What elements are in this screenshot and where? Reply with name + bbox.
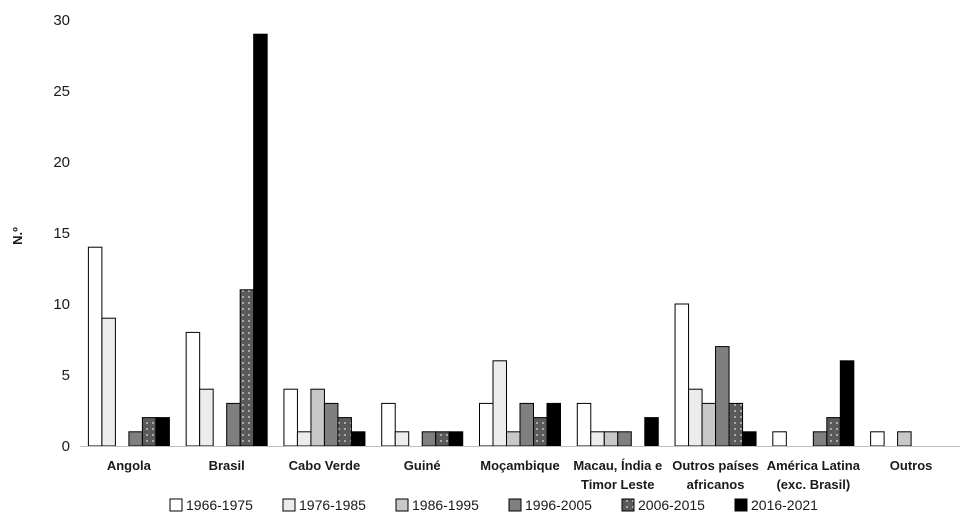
- bar-1996-2005: [226, 402, 241, 447]
- bar-1996-2005: [617, 431, 632, 447]
- legend-swatch: [282, 498, 296, 512]
- category-label: africanos: [687, 477, 745, 492]
- legend-label: 1996-2005: [525, 497, 592, 513]
- bar-1996-2005: [812, 431, 828, 447]
- y-tick-label: 10: [53, 296, 70, 313]
- bar-1996-2005: [323, 402, 339, 447]
- bar-2016-2021: [839, 360, 855, 447]
- bar-1996-2005: [715, 346, 730, 447]
- bar-1966-1975: [185, 331, 201, 447]
- legend-swatch: [734, 498, 748, 512]
- legend-label: 1986-1995: [412, 497, 479, 513]
- y-axis-title: N.º: [10, 227, 25, 245]
- y-tick-label: 0: [62, 438, 70, 455]
- bar-1986-1995: [506, 431, 521, 447]
- y-tick-label: 15: [53, 225, 70, 242]
- legend-label: 1976-1985: [299, 497, 366, 513]
- legend-label: 2006-2015: [638, 497, 705, 513]
- legend-swatch: [508, 498, 522, 512]
- y-tick-label: 25: [53, 83, 70, 100]
- bar-2006-2015: [141, 417, 157, 447]
- bar-1996-2005: [128, 431, 143, 447]
- bar-2016-2021: [350, 431, 366, 447]
- bar-2006-2015: [239, 289, 255, 447]
- bar-2016-2021: [448, 431, 464, 447]
- category-label: América Latina: [767, 458, 861, 473]
- bar-1976-1985: [492, 360, 507, 447]
- bar-1966-1975: [87, 246, 103, 447]
- legend-swatch: [395, 498, 409, 512]
- bar-1986-1995: [897, 431, 912, 447]
- bar-1976-1985: [296, 431, 312, 447]
- bar-2016-2021: [546, 402, 561, 447]
- y-tick-label: 30: [53, 12, 70, 29]
- bar-1966-1975: [772, 431, 787, 447]
- legend-label: 1966-1975: [186, 497, 253, 513]
- y-tick-label: 5: [62, 367, 70, 384]
- bar-2016-2021: [644, 417, 659, 447]
- category-label: (exc. Brasil): [776, 477, 850, 492]
- bar-2006-2015: [533, 417, 548, 447]
- bar-2016-2021: [742, 431, 757, 447]
- bars: [87, 33, 912, 447]
- category-label: Moçambique: [480, 458, 559, 473]
- bar-2016-2021: [155, 417, 170, 447]
- bar-1976-1985: [101, 317, 116, 447]
- bar-2006-2015: [728, 402, 744, 447]
- legend-swatch: [621, 498, 635, 512]
- bar-2016-2021: [253, 33, 268, 447]
- bar-1976-1985: [688, 388, 703, 447]
- bar-1976-1985: [394, 431, 410, 447]
- category-label: Angola: [107, 458, 152, 473]
- x-axis-labels: Angola Brasil Cabo Verde Guiné Moçambique Mac…: [107, 458, 933, 492]
- bar-1976-1985: [590, 431, 605, 447]
- bar-1986-1995: [701, 402, 717, 447]
- category-label: Outros países: [672, 458, 759, 473]
- bar-1986-1995: [603, 431, 619, 447]
- category-label: Guiné: [404, 458, 441, 473]
- category-label: Macau, Índia e: [573, 458, 662, 473]
- bar-1996-2005: [519, 402, 534, 447]
- bar-2006-2015: [826, 417, 841, 447]
- y-axis: 0 5 10 15 20 25 30: [53, 12, 70, 455]
- bar-1966-1975: [870, 431, 885, 447]
- bar-2006-2015: [435, 431, 450, 447]
- bar-1976-1985: [199, 388, 214, 447]
- legend-label: 2016-2021: [751, 497, 818, 513]
- bar-1966-1975: [479, 402, 494, 447]
- bar-1986-1995: [310, 388, 325, 447]
- category-label: Brasil: [209, 458, 245, 473]
- category-label: Cabo Verde: [289, 458, 361, 473]
- y-tick-label: 20: [53, 154, 70, 171]
- legend-swatch: [169, 498, 183, 512]
- bar-1966-1975: [283, 388, 298, 447]
- legend: 1966-1975 1976-1985 1986-1995 1996-2005 2006…: [169, 497, 818, 513]
- bar-2006-2015: [337, 417, 352, 447]
- bar-1966-1975: [576, 402, 592, 447]
- bar-1966-1975: [674, 303, 690, 447]
- bar-1996-2005: [421, 431, 437, 447]
- category-label: Outros: [890, 458, 933, 473]
- category-label: Timor Leste: [581, 477, 654, 492]
- bar-1966-1975: [381, 402, 396, 447]
